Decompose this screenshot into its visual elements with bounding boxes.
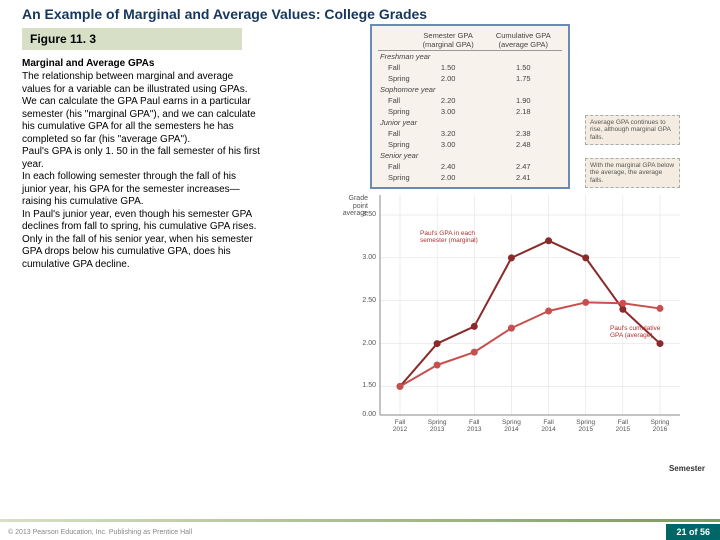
x-tick: Fall2013 [457,419,491,433]
gpa-chart: Grade point average 3.503.002.502.001.50… [370,195,700,445]
slide-number: 21 of 56 [666,524,720,540]
marginal-label: Paul's GPA in each semester (marginal) [420,230,480,244]
y-tick: 3.00 [352,254,376,261]
x-tick: Fall2015 [606,419,640,433]
x-tick: Fall2014 [532,419,566,433]
footer-bar [0,519,720,522]
callout: With the marginal GPA below the average,… [585,158,680,188]
callout: Average GPA continues to rise, although … [585,115,680,145]
x-tick: Spring2013 [420,419,454,433]
y-tick: 1.50 [352,382,376,389]
y-tick: 2.50 [352,297,376,304]
figure-label: Figure 11. 3 [22,28,242,50]
average-label: Paul's cumulative GPA (average) [610,325,670,339]
y-tick: 3.50 [352,211,376,218]
x-axis-title: Semester [669,464,705,473]
x-tick: Spring2014 [494,419,528,433]
x-tick: Fall2012 [383,419,417,433]
x-tick: Spring2015 [569,419,603,433]
y-tick: 0.00 [352,411,376,418]
x-tick: Spring2016 [643,419,677,433]
copyright: © 2013 Pearson Education, Inc. Publishin… [8,529,192,536]
y-tick: 2.00 [352,340,376,347]
gpa-table: Semester GPA (marginal GPA)Cumulative GP… [370,24,570,189]
body-text: The relationship between marginal and av… [0,71,260,271]
page-title: An Example of Marginal and Average Value… [0,0,720,26]
